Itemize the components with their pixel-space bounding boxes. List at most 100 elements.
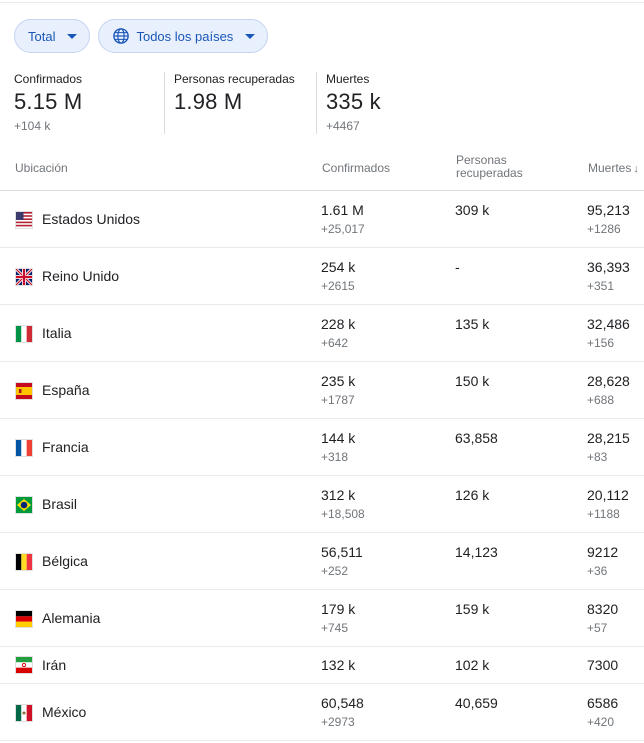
- confirmed-cell: 235 k +1787: [321, 373, 355, 407]
- caret-down-icon: [67, 33, 78, 39]
- deaths-delta: +83: [587, 450, 608, 464]
- caret-down-icon: [245, 33, 256, 39]
- confirmed-value: 179 k: [321, 601, 356, 617]
- deaths-delta: +688: [587, 393, 615, 407]
- confirmed-value: 254 k: [321, 259, 356, 275]
- deaths-value: 20,112: [587, 487, 629, 503]
- confirmed-value: 228 k: [321, 316, 356, 332]
- deaths-value: 8320: [587, 601, 619, 617]
- table-header: Ubicación Confirmados Personas recuperad…: [0, 150, 644, 191]
- mexico-flag-icon: [15, 704, 33, 722]
- confirmed-column-header[interactable]: Confirmados: [322, 161, 391, 175]
- confirmed-delta: +1787: [321, 393, 355, 407]
- spain-flag-icon: [15, 382, 33, 400]
- confirmed-cell: 312 k +18,508: [321, 487, 365, 521]
- recovered-cell: 126 k: [455, 487, 489, 503]
- deaths-delta: +420: [587, 715, 615, 729]
- confirmed-delta: +252: [321, 564, 349, 578]
- recovered-cell: -: [455, 259, 460, 275]
- table-row[interactable]: Brasil 312 k +18,508 126 k 20,112 +1188: [0, 476, 644, 533]
- deaths-stat: Muertes 335 k +4467: [326, 72, 381, 134]
- recovered-value: 126 k: [455, 487, 490, 503]
- confirmed-stat-value: 5.15 M: [14, 89, 83, 114]
- country-name: Brasil: [42, 496, 78, 512]
- location-column-header[interactable]: Ubicación: [15, 161, 68, 175]
- recovered-stat: Personas recuperadas 1.98 M: [174, 72, 295, 134]
- deaths-cell: 6586 +420: [587, 695, 618, 729]
- deaths-value: 95,213: [587, 202, 630, 218]
- confirmed-cell: 179 k +745: [321, 601, 355, 635]
- table-row[interactable]: Francia 144 k +318 63,858 28,215 +83: [0, 419, 644, 476]
- confirmed-delta: +318: [321, 450, 349, 464]
- confirmed-cell: 1.61 M +25,017: [321, 202, 365, 236]
- recovered-cell: 63,858: [455, 430, 498, 446]
- country-name: Estados Unidos: [42, 211, 141, 227]
- country-name: Bélgica: [42, 553, 88, 569]
- confirmed-value: 144 k: [321, 430, 356, 446]
- deaths-stat-delta: +4467: [326, 119, 360, 133]
- summary-stats: Confirmados 5.15 M +104 k Personas recup…: [14, 72, 644, 136]
- table-row[interactable]: Reino Unido 254 k +2615 - 36,393 +351: [0, 248, 644, 305]
- confirmed-value: 56,511: [321, 544, 363, 560]
- total-filter-label: Total: [28, 28, 56, 44]
- confirmed-cell: 228 k +642: [321, 316, 355, 350]
- stat-divider: [316, 72, 317, 134]
- deaths-cell: 28,215 +83: [587, 430, 630, 464]
- deaths-value: 7300: [587, 657, 619, 673]
- deaths-value: 9212: [587, 544, 619, 560]
- deaths-stat-label: Muertes: [326, 72, 370, 86]
- iran-flag-icon: [15, 656, 33, 674]
- deaths-delta: +1286: [587, 222, 621, 236]
- recovered-value: 14,123: [455, 544, 498, 560]
- countries-filter-chip[interactable]: Todos los países: [98, 19, 269, 53]
- recovered-value: 40,659: [455, 695, 498, 711]
- total-filter-chip[interactable]: Total: [14, 19, 91, 53]
- table-row[interactable]: Bélgica 56,511 +252 14,123 9212 +36: [0, 533, 644, 590]
- confirmed-delta: +2973: [321, 715, 355, 729]
- countries-filter-label: Todos los países: [136, 28, 234, 44]
- deaths-value: 28,215: [587, 430, 630, 446]
- table-row[interactable]: Alemania 179 k +745 159 k 8320 +57: [0, 590, 644, 647]
- confirmed-delta: +25,017: [321, 222, 365, 236]
- country-name: Reino Unido: [42, 268, 120, 284]
- deaths-column-label: Muertes: [588, 161, 632, 175]
- table-row[interactable]: Estados Unidos 1.61 M +25,017 309 k 95,21…: [0, 191, 644, 248]
- table-row[interactable]: Irán 132 k 102 k 7300: [0, 647, 644, 684]
- table-row[interactable]: Italia 228 k +642 135 k 32,486 +156: [0, 305, 644, 362]
- deaths-delta: +1188: [587, 507, 620, 521]
- deaths-column-header[interactable]: Muertes ↓: [588, 162, 639, 176]
- stat-divider: [164, 72, 165, 134]
- recovered-column-header[interactable]: Personas recuperadas: [456, 153, 523, 180]
- italy-flag-icon: [15, 325, 33, 343]
- country-name: Alemania: [42, 610, 101, 626]
- country-name: México: [42, 704, 87, 720]
- deaths-cell: 7300: [587, 657, 618, 673]
- arrow-down-icon: ↓: [633, 163, 639, 175]
- recovered-cell: 40,659: [455, 695, 498, 711]
- france-flag-icon: [15, 439, 33, 457]
- country-name: Francia: [42, 439, 89, 455]
- germany-flag-icon: [15, 610, 33, 628]
- recovered-cell: 102 k: [455, 657, 489, 673]
- recovered-cell: 14,123: [455, 544, 498, 560]
- deaths-value: 6586: [587, 695, 619, 711]
- confirmed-cell: 254 k +2615: [321, 259, 355, 293]
- deaths-cell: 8320 +57: [587, 601, 618, 635]
- deaths-delta: +351: [587, 279, 615, 293]
- country-name: Irán: [42, 657, 67, 673]
- deaths-delta: +57: [587, 621, 608, 635]
- recovered-cell: 135 k: [455, 316, 489, 332]
- table-row[interactable]: México 60,548 +2973 40,659 6586 +420: [0, 684, 644, 741]
- country-name: Italia: [42, 325, 72, 341]
- globe-icon: [112, 27, 130, 45]
- confirmed-value: 60,548: [321, 695, 364, 711]
- confirmed-delta: +18,508: [321, 507, 365, 521]
- deaths-stat-value: 335 k: [326, 89, 381, 114]
- confirmed-cell: 60,548 +2973: [321, 695, 364, 729]
- recovered-cell: 309 k: [455, 202, 489, 218]
- deaths-cell: 28,628 +688: [587, 373, 630, 407]
- uk-flag-icon: [15, 268, 33, 286]
- recovered-cell: 159 k: [455, 601, 489, 617]
- table-row[interactable]: España 235 k +1787 150 k 28,628 +688: [0, 362, 644, 419]
- deaths-value: 28,628: [587, 373, 630, 389]
